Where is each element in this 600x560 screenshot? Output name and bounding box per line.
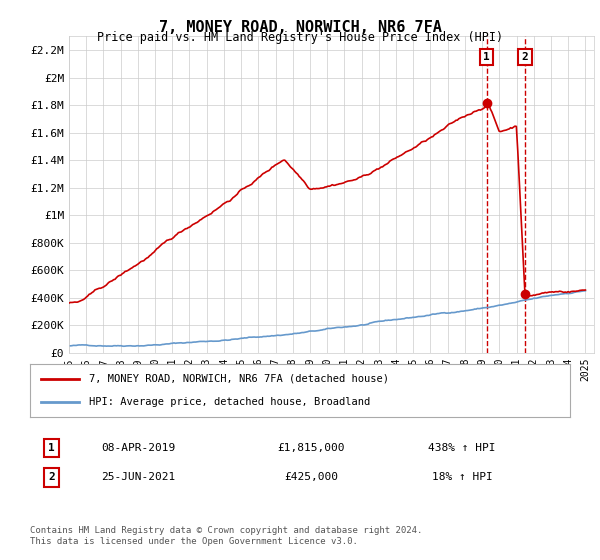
Text: Contains HM Land Registry data © Crown copyright and database right 2024.
This d: Contains HM Land Registry data © Crown c… — [30, 526, 422, 546]
Text: 18% ↑ HPI: 18% ↑ HPI — [431, 472, 493, 482]
Text: 1: 1 — [48, 443, 55, 453]
Text: 2: 2 — [48, 472, 55, 482]
Text: 438% ↑ HPI: 438% ↑ HPI — [428, 443, 496, 453]
Text: 08-APR-2019: 08-APR-2019 — [101, 443, 175, 453]
Text: 25-JUN-2021: 25-JUN-2021 — [101, 472, 175, 482]
Text: £425,000: £425,000 — [284, 472, 338, 482]
Text: HPI: Average price, detached house, Broadland: HPI: Average price, detached house, Broa… — [89, 397, 371, 407]
Text: 7, MONEY ROAD, NORWICH, NR6 7FA: 7, MONEY ROAD, NORWICH, NR6 7FA — [158, 20, 442, 35]
Text: £1,815,000: £1,815,000 — [277, 443, 344, 453]
Text: Price paid vs. HM Land Registry's House Price Index (HPI): Price paid vs. HM Land Registry's House … — [97, 31, 503, 44]
Text: 2: 2 — [521, 52, 528, 62]
Text: 1: 1 — [484, 52, 490, 62]
Text: 7, MONEY ROAD, NORWICH, NR6 7FA (detached house): 7, MONEY ROAD, NORWICH, NR6 7FA (detache… — [89, 374, 389, 384]
